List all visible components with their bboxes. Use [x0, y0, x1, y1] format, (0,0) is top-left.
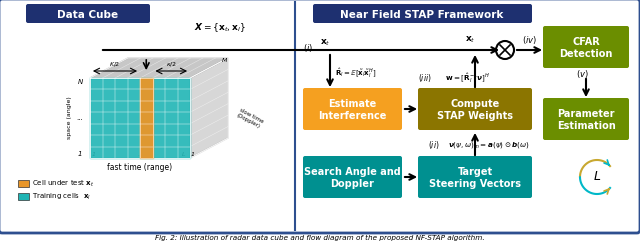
- Text: 1: 1: [77, 151, 83, 157]
- FancyBboxPatch shape: [26, 4, 150, 23]
- Bar: [18, 193, 29, 200]
- Text: $\hat{\mathbf{R}}_l = \mathbb{E}[\tilde{\mathbf{x}}_l\tilde{\mathbf{x}}_l^H]$: $\hat{\mathbf{R}}_l = \mathbb{E}[\tilde{…: [335, 66, 376, 80]
- FancyBboxPatch shape: [303, 88, 402, 130]
- Text: $L$: $L$: [593, 171, 601, 183]
- FancyBboxPatch shape: [313, 4, 532, 23]
- Text: L: L: [182, 152, 186, 156]
- Text: $(v)$: $(v)$: [575, 68, 588, 80]
- Text: $(i)$: $(i)$: [303, 42, 313, 54]
- Text: Estimate
Interference: Estimate Interference: [318, 99, 386, 121]
- Text: Training cells  $\mathbf{x}_l$: Training cells $\mathbf{x}_l$: [32, 191, 91, 202]
- Text: Parameter
Estimation: Parameter Estimation: [557, 109, 616, 131]
- FancyBboxPatch shape: [543, 98, 629, 140]
- Text: $K/2$: $K/2$: [109, 60, 121, 68]
- FancyBboxPatch shape: [303, 156, 402, 198]
- Text: Data Cube: Data Cube: [58, 10, 118, 20]
- Bar: [18, 180, 29, 187]
- Text: N: N: [77, 79, 83, 85]
- Text: Fig. 2: Illustration of radar data cube and flow diagram of the proposed NF-STAP: Fig. 2: Illustration of radar data cube …: [155, 235, 485, 241]
- Text: Search Angle and
Doppler: Search Angle and Doppler: [303, 167, 401, 189]
- Text: $\mathbf{x}_t$: $\mathbf{x}_t$: [320, 38, 331, 48]
- Text: $\mathbf{x}_t$: $\mathbf{x}_t$: [465, 35, 476, 45]
- Text: CFAR
Detection: CFAR Detection: [559, 37, 612, 59]
- Polygon shape: [90, 58, 228, 78]
- FancyBboxPatch shape: [418, 88, 532, 130]
- Text: M: M: [222, 59, 228, 63]
- FancyBboxPatch shape: [543, 26, 629, 68]
- Text: Cell under test $\mathbf{x}_t$: Cell under test $\mathbf{x}_t$: [32, 178, 94, 189]
- Text: $(ii)$: $(ii)$: [428, 139, 440, 151]
- Text: Target
Steering Vectors: Target Steering Vectors: [429, 167, 521, 189]
- FancyBboxPatch shape: [418, 156, 532, 198]
- Polygon shape: [90, 78, 190, 158]
- Text: Compute
STAP Weights: Compute STAP Weights: [437, 99, 513, 121]
- Text: $\mathbf{w} = [\hat{\mathbf{R}}_l^{-1}\boldsymbol{\nu}]^H$: $\mathbf{w} = [\hat{\mathbf{R}}_l^{-1}\b…: [445, 71, 490, 85]
- FancyBboxPatch shape: [0, 0, 640, 233]
- Text: $\kappa/2$: $\kappa/2$: [166, 60, 177, 68]
- Text: space (angle): space (angle): [67, 97, 72, 139]
- Text: $\boldsymbol{X} = \{\mathbf{x}_t, \mathbf{x}_l\}$: $\boldsymbol{X} = \{\mathbf{x}_t, \mathb…: [194, 22, 246, 34]
- Text: 1: 1: [191, 152, 195, 156]
- Text: Near Field STAP Framework: Near Field STAP Framework: [340, 10, 504, 20]
- Text: $(iii)$: $(iii)$: [418, 72, 432, 84]
- Text: slow time
(Doppler): slow time (Doppler): [236, 107, 264, 129]
- Polygon shape: [140, 78, 152, 158]
- Text: ...: ...: [77, 115, 83, 121]
- Polygon shape: [190, 58, 228, 158]
- Text: $\boldsymbol{\nu}(\psi,\omega)_m = \boldsymbol{a}(\psi) \odot \boldsymbol{b}(\om: $\boldsymbol{\nu}(\psi,\omega)_m = \bold…: [448, 140, 530, 150]
- Text: 1: 1: [92, 152, 96, 156]
- Text: fast time (range): fast time (range): [108, 163, 173, 173]
- Text: $(iv)$: $(iv)$: [522, 34, 538, 46]
- Text: ...: ...: [137, 152, 143, 156]
